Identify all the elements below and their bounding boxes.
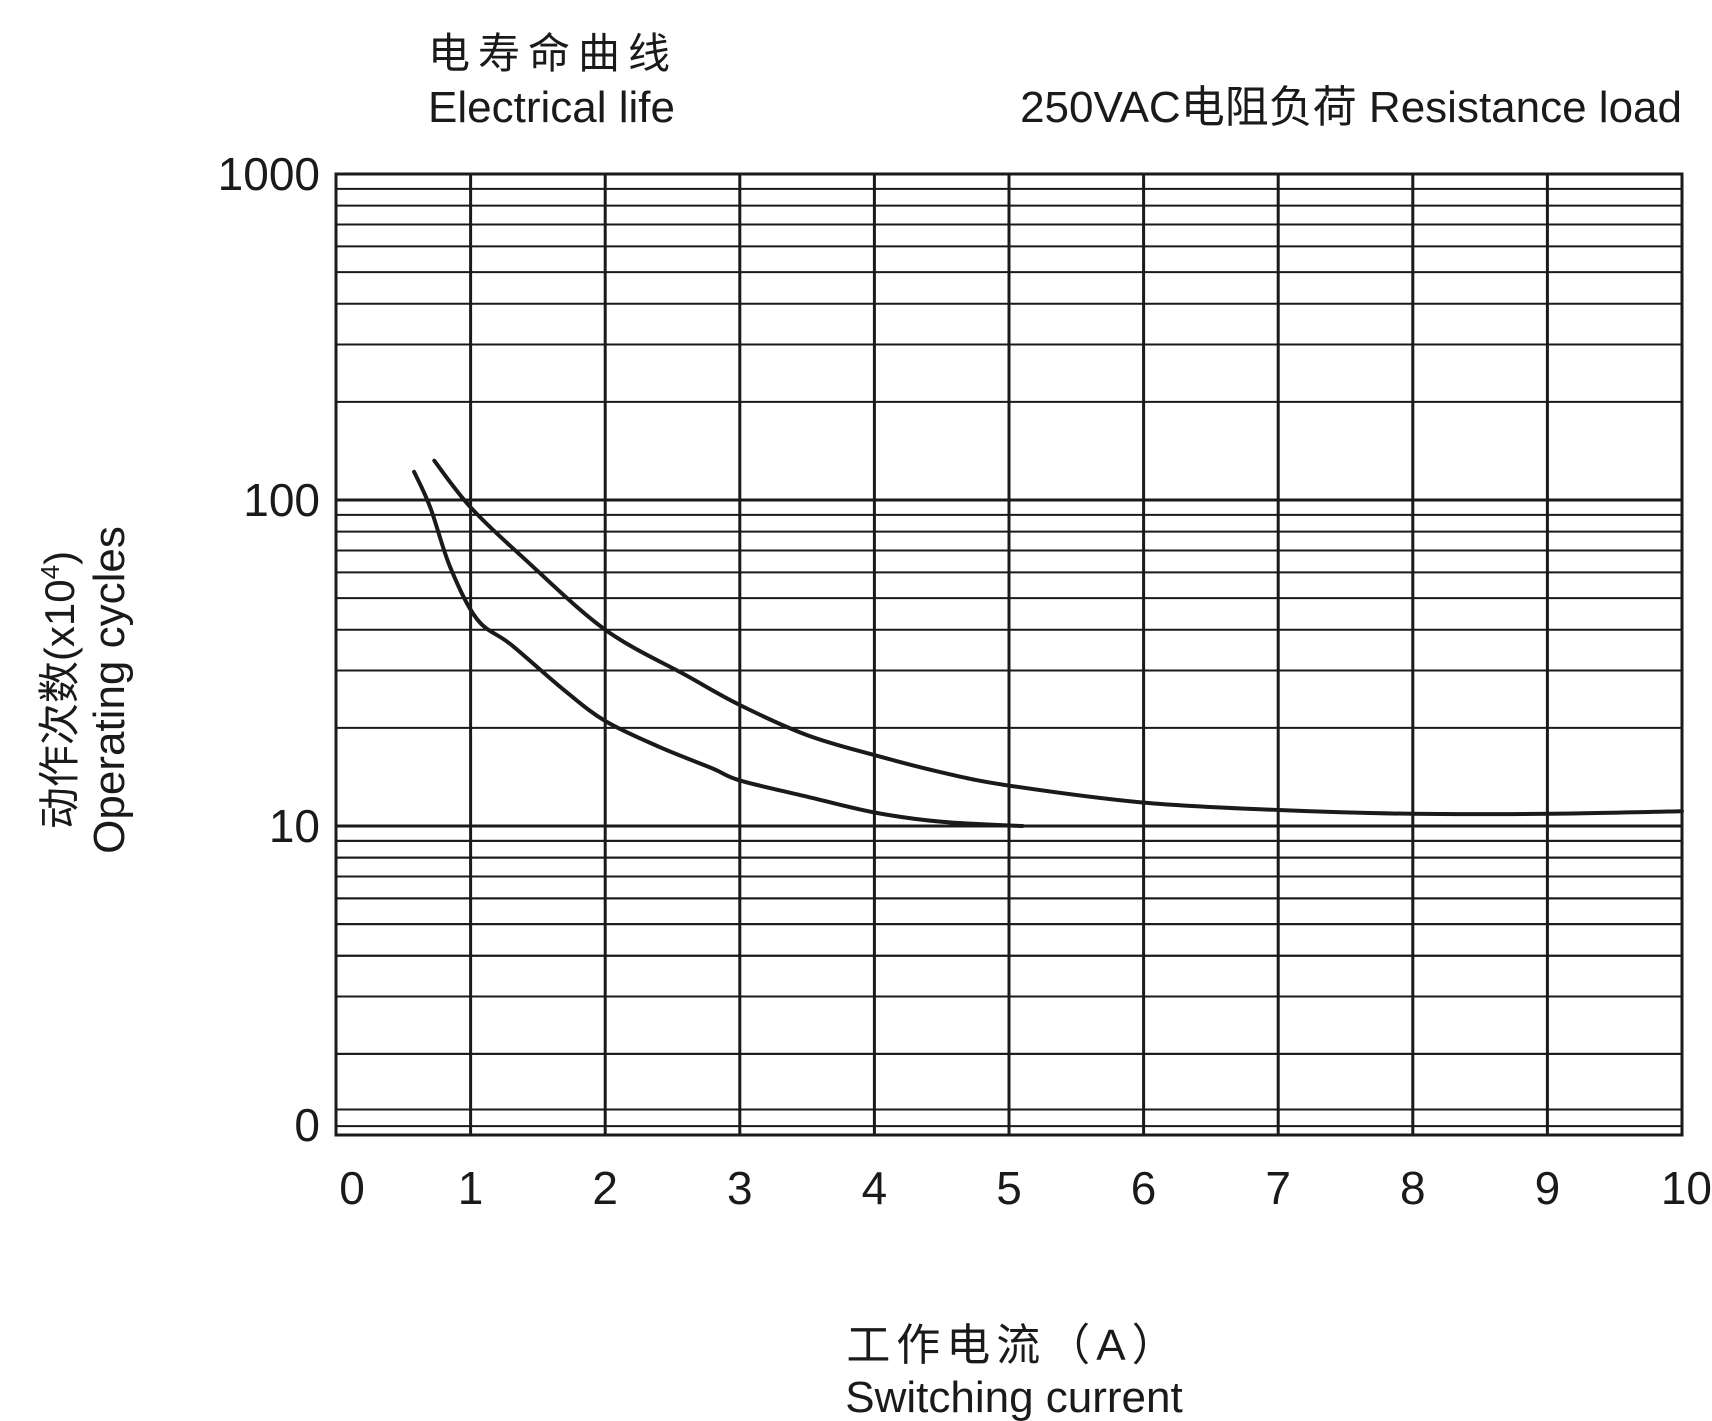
chart-title-cn: 电寿命曲线 (428, 30, 678, 77)
x-tick-label: 10 (1661, 1162, 1712, 1214)
y-axis-label-cn: 动作次数(x104) (35, 551, 83, 829)
major-gridlines (334, 172, 1684, 1135)
x-tick-label: 4 (862, 1162, 888, 1214)
y-axis-label-exponent: 4 (35, 565, 65, 579)
x-tick-labels: 0 1 2 3 4 5 6 7 8 9 10 (339, 1162, 1712, 1214)
x-axis-label-cn: 工作电流（A） (846, 1321, 1181, 1370)
x-tick-label: 3 (727, 1162, 753, 1214)
y-tick-label: 0 (294, 1099, 320, 1151)
y-axis-label-cn-prefix: 动作次数(x10 (36, 579, 83, 829)
y-axis-label-en: Operating cycles (85, 526, 134, 854)
plot-border (334, 172, 1684, 1137)
chart-subtitle: 250VAC电阻负荷 Resistance load (1020, 83, 1682, 132)
y-axis-label-cn-suffix: ) (36, 551, 83, 565)
x-tick-label: 0 (339, 1162, 365, 1214)
x-tick-label: 5 (996, 1162, 1022, 1214)
chart-title-en: Electrical life (428, 83, 675, 132)
x-tick-label: 8 (1400, 1162, 1426, 1214)
x-axis-label-en: Switching current (845, 1373, 1182, 1421)
series-line-2 (432, 458, 1684, 817)
x-tick-label: 6 (1131, 1162, 1157, 1214)
plot-frame (334, 172, 1684, 1137)
y-tick-label: 10 (269, 800, 320, 852)
series-line-1 (412, 469, 1025, 828)
y-tick-label: 1000 (218, 148, 320, 200)
x-tick-label: 7 (1265, 1162, 1291, 1214)
series-lines (412, 458, 1684, 828)
x-tick-label: 1 (458, 1162, 484, 1214)
y-tick-label: 100 (243, 474, 320, 526)
x-tick-label: 2 (592, 1162, 618, 1214)
x-tick-label: 9 (1535, 1162, 1561, 1214)
